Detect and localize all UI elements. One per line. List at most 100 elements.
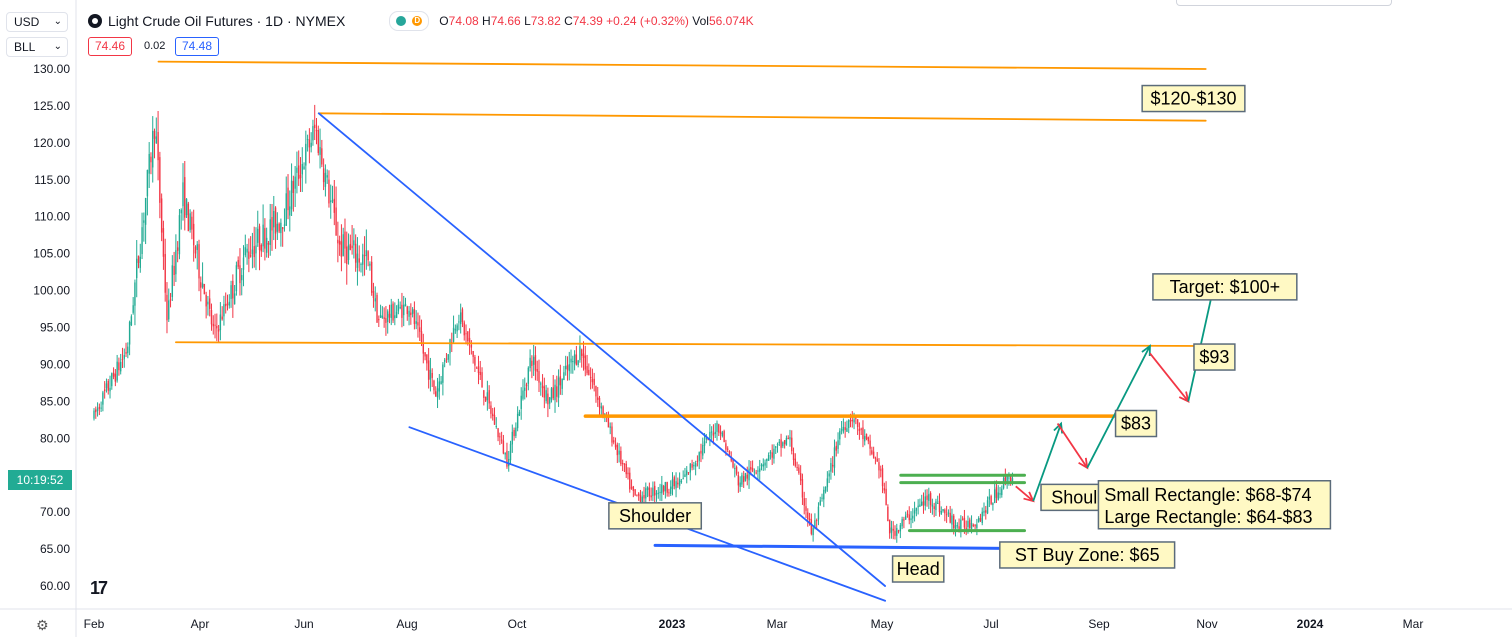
candle-body xyxy=(189,213,191,230)
candle xyxy=(913,501,916,522)
candle-body xyxy=(598,398,601,408)
candle-body xyxy=(433,380,435,391)
candle-body xyxy=(244,247,246,256)
candle-body xyxy=(657,492,659,494)
candle xyxy=(922,492,925,514)
candle xyxy=(454,324,457,334)
candle xyxy=(671,472,674,496)
candle xyxy=(783,440,786,449)
candle xyxy=(835,441,837,457)
candle-body xyxy=(194,246,197,254)
candle-body xyxy=(269,219,271,245)
candle-body xyxy=(520,395,522,409)
candle-body xyxy=(479,371,481,375)
candle xyxy=(123,348,125,368)
x-tick-label: Jun xyxy=(294,617,313,631)
candle-body xyxy=(972,524,975,526)
candle xyxy=(212,315,214,335)
candle xyxy=(95,406,97,419)
candle xyxy=(607,411,610,428)
candle-body xyxy=(148,153,150,174)
candle-body xyxy=(703,441,706,446)
candle-body xyxy=(677,482,679,485)
candle xyxy=(522,379,524,401)
candle xyxy=(214,313,216,339)
symbol-title[interactable]: Light Crude Oil Futures · 1D · NYMEX xyxy=(108,13,346,29)
x-tick-label: Jul xyxy=(983,617,998,631)
candle-body xyxy=(734,468,736,470)
candle-body xyxy=(486,392,489,401)
candle xyxy=(169,292,172,308)
candle xyxy=(103,381,106,399)
candle-body xyxy=(739,482,741,487)
candle xyxy=(305,130,307,184)
candle xyxy=(525,382,528,398)
candle xyxy=(125,342,127,358)
candle xyxy=(303,162,305,170)
candle xyxy=(516,406,519,432)
candle-body xyxy=(926,495,928,500)
candle xyxy=(162,220,165,270)
candle xyxy=(871,446,873,456)
candle xyxy=(618,443,620,463)
candle-body xyxy=(403,304,405,316)
candle xyxy=(737,471,740,493)
gear-icon[interactable]: ⚙ xyxy=(36,617,49,633)
candle xyxy=(741,472,743,488)
candle xyxy=(508,451,510,472)
candle-body xyxy=(741,475,743,485)
candle-body xyxy=(634,489,636,495)
candle xyxy=(771,444,773,465)
currency-select[interactable]: USD ⌄ xyxy=(6,12,68,32)
candle-body xyxy=(767,454,770,461)
candle-body xyxy=(903,519,905,521)
candle xyxy=(515,422,517,439)
candle-body xyxy=(694,463,697,467)
candle-body xyxy=(725,443,727,450)
candle-body xyxy=(812,527,814,536)
candle xyxy=(233,284,236,305)
symbol-legend[interactable]: Light Crude Oil Futures · 1D · NYMEX D O… xyxy=(88,10,754,32)
candle-body xyxy=(406,306,408,315)
candle xyxy=(864,429,866,446)
candle xyxy=(709,424,711,447)
candle xyxy=(333,179,335,226)
candle xyxy=(557,369,560,407)
candle xyxy=(643,486,645,503)
candle xyxy=(216,313,218,342)
status-pill[interactable]: D xyxy=(389,11,430,31)
buy-price-button[interactable]: 74.48 xyxy=(175,37,220,56)
candle-body xyxy=(979,518,982,521)
candle-body xyxy=(132,305,134,313)
candle xyxy=(128,320,131,356)
candle-body xyxy=(716,422,718,432)
candle xyxy=(338,235,341,256)
candle-body xyxy=(506,450,508,467)
candle xyxy=(219,302,222,341)
candle xyxy=(141,212,143,260)
candle-body xyxy=(764,462,766,466)
candle xyxy=(265,227,268,258)
candle xyxy=(120,353,122,375)
candle xyxy=(395,305,398,319)
candle-body xyxy=(908,514,910,521)
candle xyxy=(575,345,578,366)
candle-body xyxy=(807,512,809,520)
candle-body xyxy=(718,424,720,433)
candle-body xyxy=(509,443,512,461)
candle-body xyxy=(369,263,371,266)
candle-body xyxy=(759,468,761,472)
candle-body xyxy=(928,494,930,501)
candle-body xyxy=(128,322,131,345)
unit-select[interactable]: BLL ⌄ xyxy=(6,37,68,57)
candle xyxy=(910,511,912,529)
candle xyxy=(815,518,818,529)
candle xyxy=(915,507,918,517)
candle xyxy=(237,256,239,270)
sell-price-button[interactable]: 74.46 xyxy=(88,37,133,56)
candle-body xyxy=(810,519,813,534)
candle-body xyxy=(684,474,686,478)
candle-body xyxy=(707,438,709,441)
candle xyxy=(331,185,334,204)
